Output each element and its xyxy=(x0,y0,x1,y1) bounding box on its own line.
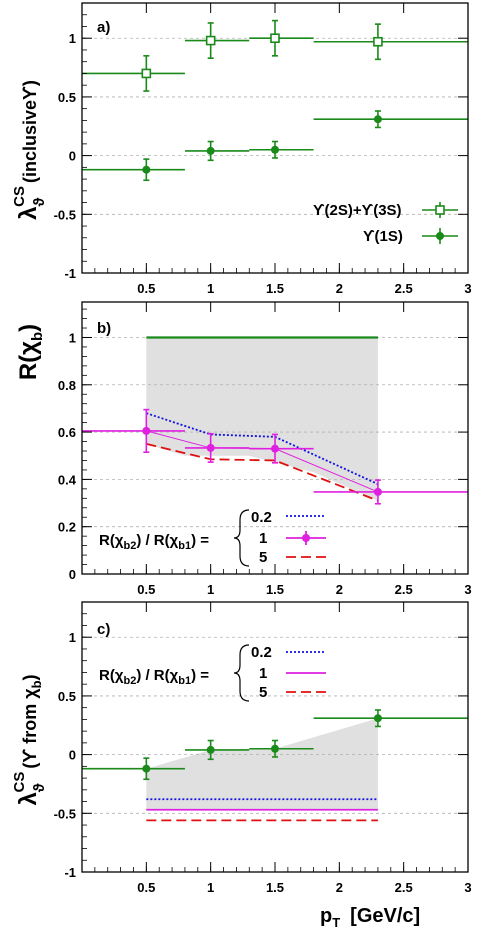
y-tick-label: 1 xyxy=(69,630,76,645)
legend-entry-1s-label: ϒ(1S) xyxy=(363,228,403,245)
data-point-open-square xyxy=(141,68,152,79)
panel-a-ylabel: λϑCS(inclusiveϒ) xyxy=(11,80,48,220)
series-line-ratio-0.2 xyxy=(146,412,379,485)
y-tick-label: 0 xyxy=(69,567,76,582)
y-tick-label: -0.5 xyxy=(54,207,76,222)
x-tick-label: 1 xyxy=(207,880,214,895)
x-tick-label: 3 xyxy=(464,281,471,296)
legend-entry-ratio-1-label: 1 xyxy=(259,530,267,547)
y-tick-label: 1 xyxy=(69,31,76,46)
legend-c-ratio-1-label: 1 xyxy=(259,665,267,682)
x-tick-label: 3 xyxy=(464,880,471,895)
panel-b-legend: R(χb2) / R(χb1) = 0.2 1 5 xyxy=(99,509,326,567)
x-tick-label: 2 xyxy=(336,582,343,597)
panel-b-ylabel: R(χb) xyxy=(15,324,46,380)
data-point xyxy=(142,165,151,174)
y-tick-label: 0.2 xyxy=(58,520,76,535)
x-tick-label: 2 xyxy=(336,281,343,296)
data-point-open-square xyxy=(205,35,216,46)
panel-c-legend-brace xyxy=(233,644,250,702)
x-tick-label: 0.5 xyxy=(137,281,155,296)
panel-c-ylabel: λϑCS(ϒ from χb) xyxy=(11,674,48,805)
x-tick-label: 2.5 xyxy=(395,582,413,597)
x-tick-label: 1.5 xyxy=(266,281,284,296)
x-tick-label: 2.5 xyxy=(395,880,413,895)
panel-b-legend-brace xyxy=(233,509,250,567)
panel-c-legend: R(χb2) / R(χb1) = 0.2 1 5 xyxy=(99,644,326,702)
x-tick-label: 3 xyxy=(464,582,471,597)
panel-a-label: a) xyxy=(97,19,110,36)
data-point xyxy=(206,146,215,155)
legend-entry-1s-marker xyxy=(436,232,444,240)
series-line-ratio-5 xyxy=(146,443,379,502)
y-tick-label: -1 xyxy=(64,865,76,880)
data-point xyxy=(206,443,215,452)
data-point xyxy=(206,745,215,754)
y-tick-label: 0.8 xyxy=(58,378,76,393)
y-tick-label: 0.5 xyxy=(58,90,76,105)
legend-entry-2s3s-marker xyxy=(435,205,445,215)
uncertainty-band xyxy=(146,337,378,501)
data-point-open-square xyxy=(373,36,383,47)
y-tick-label: -1 xyxy=(64,266,76,281)
legend-entry-ratio-0.2-label: 0.2 xyxy=(251,509,272,526)
x-tick-label: 0.5 xyxy=(137,582,155,597)
x-tick-label: 1.5 xyxy=(266,582,284,597)
data-point xyxy=(142,764,151,773)
y-tick-label: -0.5 xyxy=(54,806,76,821)
y-tick-label: 1 xyxy=(69,330,76,345)
data-point xyxy=(271,145,279,154)
legend-c-ratio-5-label: 5 xyxy=(259,684,267,701)
x-tick-label: 2.5 xyxy=(395,281,413,296)
data-point xyxy=(142,426,151,435)
y-tick-label: 0.6 xyxy=(58,425,76,440)
panel-c-label: c) xyxy=(97,621,110,638)
panel-b-legend-title: R(χb2) / R(χb1) = xyxy=(99,532,209,552)
x-tick-label: 1 xyxy=(207,582,214,597)
data-point xyxy=(271,444,279,453)
panel-a: -1 -0.5 0 0.5 1 0.5 1 1.5 2 2.5 3 a) λϑCS(inclusiv… xyxy=(11,2,472,296)
x-tick-label: 2 xyxy=(336,880,343,895)
panel-a-legend: ϒ(2S)+ϒ(3S) ϒ(1S) xyxy=(313,202,458,245)
data-point-open-square xyxy=(270,33,280,44)
panel-c: -1 -0.5 0 0.5 1 0.5 1 1.5 2 2.5 3 c) λϑCS(ϒ from χ… xyxy=(11,601,472,895)
data-point xyxy=(271,744,279,753)
panel-c-legend-title: R(χb2) / R(χb1) = xyxy=(99,667,209,687)
uncertainty-band xyxy=(146,718,378,810)
legend-entry-ratio-5-label: 5 xyxy=(259,549,267,566)
panel-b-label: b) xyxy=(97,320,111,337)
data-point xyxy=(373,487,382,496)
x-axis-label: pT [GeV/c] xyxy=(320,905,420,930)
y-tick-label: 0 xyxy=(69,149,76,164)
y-tick-label: 0 xyxy=(69,748,76,763)
legend-entry-2s3s-label: ϒ(2S)+ϒ(3S) xyxy=(313,202,402,219)
y-tick-label: 0.4 xyxy=(58,472,77,487)
x-tick-label: 0.5 xyxy=(137,880,155,895)
x-tick-label: 1 xyxy=(207,281,214,296)
data-point xyxy=(373,115,382,124)
legend-c-ratio-0.2-label: 0.2 xyxy=(251,644,272,661)
panel-c-frame xyxy=(81,601,469,873)
data-point xyxy=(373,714,382,723)
y-tick-label: 0.5 xyxy=(58,689,76,704)
legend-entry-ratio-1-marker xyxy=(302,534,310,542)
x-tick-label: 1.5 xyxy=(266,880,284,895)
panel-b: 0 0.2 0.4 0.6 0.8 1 0.5 1 1.5 2 2.5 3 b) R(χb) R(χb… xyxy=(15,301,472,597)
